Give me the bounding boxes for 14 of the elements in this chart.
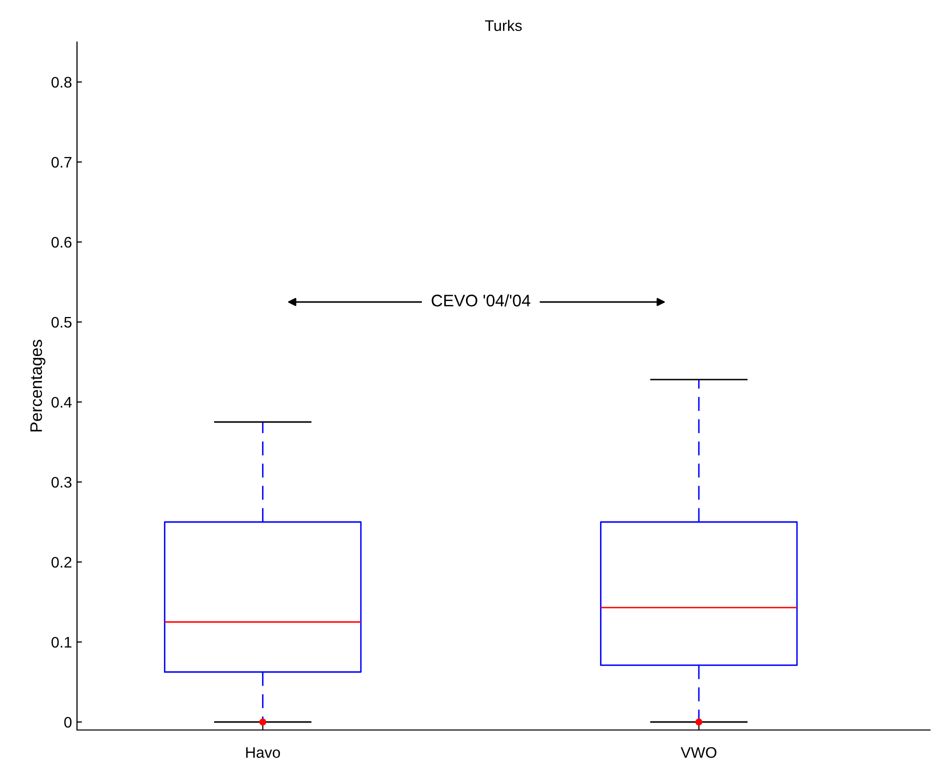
x-tick-label: Havo [246, 747, 280, 758]
y-tick-label: 0.4 [52, 396, 72, 408]
y-tick-label: 0.7 [52, 156, 72, 168]
y-tick-label: 0 [64, 716, 72, 728]
y-tick-label: 0.2 [52, 556, 72, 568]
y-tick-label: 0.3 [52, 476, 72, 488]
chart-title: Turks [485, 20, 522, 32]
y-tick-label: 0.5 [52, 316, 72, 328]
y-axis-title: Percentages [30, 340, 46, 432]
y-tick-label: 0.6 [52, 236, 72, 248]
y-tick-label: 0.1 [52, 636, 72, 648]
y-tick-label: 0.8 [52, 76, 72, 88]
x-tick-label: VWO [680, 747, 716, 758]
annotation: CEVO '04/'04 [432, 294, 530, 306]
